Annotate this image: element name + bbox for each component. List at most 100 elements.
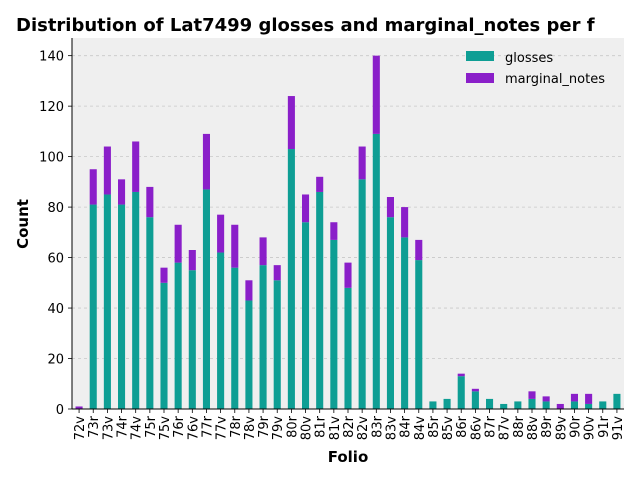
x-tick-label: 91v [611, 416, 626, 441]
chart-title: Distribution of Lat7499 glosses and marg… [16, 15, 595, 36]
y-axis-label: Count [14, 199, 32, 249]
bar-marginal-notes [259, 237, 267, 266]
x-tick-label: 83r [370, 415, 385, 438]
x-tick-label: 89r [540, 415, 555, 438]
bar-glosses [316, 191, 324, 409]
x-tick-label: 87v [498, 416, 513, 441]
x-axis-label: Folio [328, 448, 369, 466]
legend-label-glosses: glosses [505, 51, 553, 66]
bar-glosses [401, 237, 409, 409]
bar-marginal-notes [528, 391, 536, 399]
bar-marginal-notes [556, 403, 564, 409]
y-tick-label: 80 [47, 201, 64, 216]
bar-marginal-notes [273, 265, 281, 281]
bar-glosses [330, 239, 338, 409]
bar-marginal-notes [118, 179, 126, 205]
x-tick-label: 72v [73, 416, 88, 441]
x-tick-label: 88r [512, 415, 527, 438]
x-axis: 72v 73r 73v 74r 74v 75r 75v 76r 76v 77r 77v 78r 78v 7… [72, 408, 626, 441]
legend-label-marginal-notes: marginal_notes [505, 72, 605, 87]
bar-glosses [273, 280, 281, 409]
bar-marginal-notes [570, 393, 578, 402]
x-tick-label: 79v [271, 416, 286, 441]
bar-glosses [599, 401, 607, 409]
y-tick-label: 100 [39, 151, 64, 166]
bar-marginal-notes [89, 169, 97, 205]
bar-marginal-notes [174, 224, 182, 263]
x-tick-label: 82v [356, 416, 371, 441]
bar-glosses [132, 191, 140, 409]
y-axis: 0 20 40 60 80 100 120 140 [39, 38, 73, 418]
x-tick-label: 86v [469, 416, 484, 441]
bar-glosses [358, 179, 366, 409]
bar-marginal-notes [316, 176, 324, 192]
y-tick-label: 140 [39, 50, 64, 65]
bar-glosses [500, 403, 508, 409]
bar-glosses [372, 133, 380, 409]
bar-glosses [160, 282, 168, 409]
x-tick-label: 87r [484, 415, 499, 438]
bar-marginal-notes [287, 96, 295, 150]
bar-marginal-notes [415, 239, 423, 261]
y-tick-label: 120 [39, 100, 64, 115]
x-tick-label: 74v [130, 416, 145, 441]
x-tick-label: 77r [200, 415, 215, 438]
bar-glosses [217, 252, 225, 409]
bar-marginal-notes [202, 133, 210, 190]
y-tick-label: 40 [47, 302, 64, 317]
bar-glosses [528, 398, 536, 409]
bar-marginal-notes [585, 393, 593, 404]
bar-glosses [287, 149, 295, 410]
bar-marginal-notes [457, 373, 465, 377]
bars [75, 55, 621, 410]
bar-glosses [486, 398, 494, 409]
bar-marginal-notes [146, 186, 154, 218]
x-tick-label: 78v [243, 416, 258, 441]
bar-glosses [245, 300, 253, 409]
x-tick-label: 75r [144, 415, 159, 438]
x-tick-label: 90v [583, 416, 598, 441]
bar-glosses [118, 204, 126, 409]
bar-glosses [415, 260, 423, 409]
bar-marginal-notes [231, 224, 239, 268]
x-tick-label: 74r [116, 415, 131, 438]
bar-marginal-notes [302, 194, 310, 223]
x-tick-label: 78r [229, 415, 244, 438]
bar-glosses [302, 222, 310, 409]
x-tick-label: 76v [186, 416, 201, 441]
x-tick-label: 79r [257, 415, 272, 438]
x-tick-label: 81r [314, 415, 329, 438]
x-tick-label: 90r [568, 415, 583, 438]
bar-glosses [542, 401, 550, 409]
bar-glosses [103, 194, 111, 409]
y-tick-label: 20 [47, 353, 64, 368]
bar-marginal-notes [188, 250, 196, 271]
bar-glosses [188, 270, 196, 409]
x-tick-label: 86r [455, 415, 470, 438]
x-tick-label: 76r [172, 415, 187, 438]
bar-marginal-notes [372, 55, 380, 134]
bar-marginal-notes [401, 207, 409, 238]
bar-glosses [386, 217, 394, 409]
bar-glosses [146, 217, 154, 409]
x-tick-label: 80v [300, 416, 315, 441]
bar-glosses [202, 189, 210, 409]
x-tick-label: 77v [215, 416, 230, 441]
x-tick-label: 84r [399, 415, 414, 438]
bar-glosses [570, 401, 578, 409]
x-tick-label: 83v [384, 416, 399, 441]
bar-marginal-notes [132, 141, 140, 192]
bar-glosses [89, 204, 97, 409]
bar-marginal-notes [217, 214, 225, 253]
bar-marginal-notes [75, 406, 83, 409]
bar-glosses [231, 267, 239, 409]
x-tick-label: 91r [597, 415, 612, 438]
x-tick-label: 89v [554, 416, 569, 441]
x-tick-label: 73r [87, 415, 102, 438]
y-tick-label: 60 [47, 252, 64, 267]
legend-swatch-marginal-notes [466, 73, 494, 83]
bar-marginal-notes [471, 388, 479, 392]
x-tick-label: 85v [441, 416, 456, 441]
bar-marginal-notes [386, 197, 394, 218]
